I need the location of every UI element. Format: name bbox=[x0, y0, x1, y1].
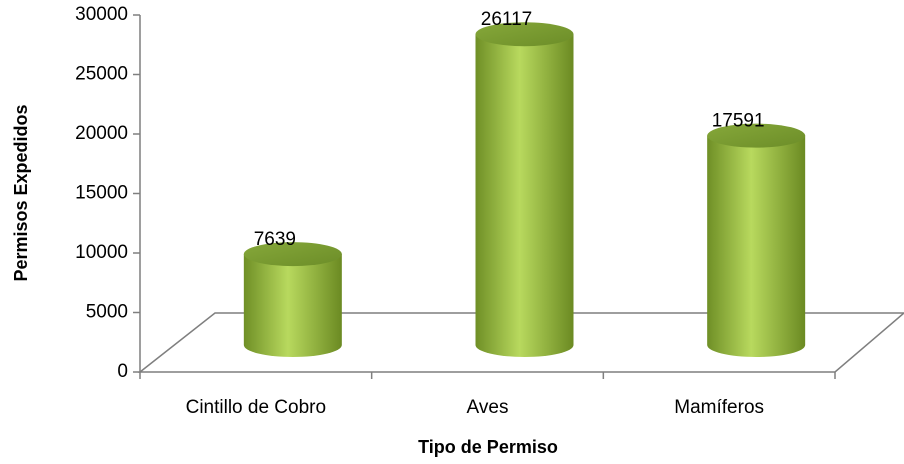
data-label: 17591 bbox=[712, 111, 765, 132]
y-tick-label: 30000 bbox=[75, 4, 128, 25]
y-tick-label: 0 bbox=[117, 361, 128, 382]
data-label: 26117 bbox=[481, 9, 532, 30]
y-tick-label: 15000 bbox=[75, 183, 128, 204]
x-tick-label: Mamíferos bbox=[674, 397, 764, 418]
bar bbox=[243, 254, 342, 357]
bar-top bbox=[243, 242, 342, 267]
x-tick-label: Cintillo de Cobro bbox=[186, 397, 326, 418]
x-tick-label: Aves bbox=[467, 397, 509, 418]
data-label: 7639 bbox=[254, 229, 296, 250]
y-axis-title: Permisos Expedidos bbox=[11, 104, 31, 281]
bar-top bbox=[475, 22, 574, 47]
y-tick-label: 25000 bbox=[75, 64, 128, 85]
bar-top bbox=[707, 123, 806, 148]
x-axis-title: Tipo de Permiso bbox=[418, 437, 558, 457]
y-tick-label: 5000 bbox=[86, 302, 128, 323]
bar bbox=[475, 34, 574, 357]
bar bbox=[707, 135, 806, 357]
y-tick-label: 20000 bbox=[75, 123, 128, 144]
y-tick-label: 10000 bbox=[75, 242, 128, 263]
